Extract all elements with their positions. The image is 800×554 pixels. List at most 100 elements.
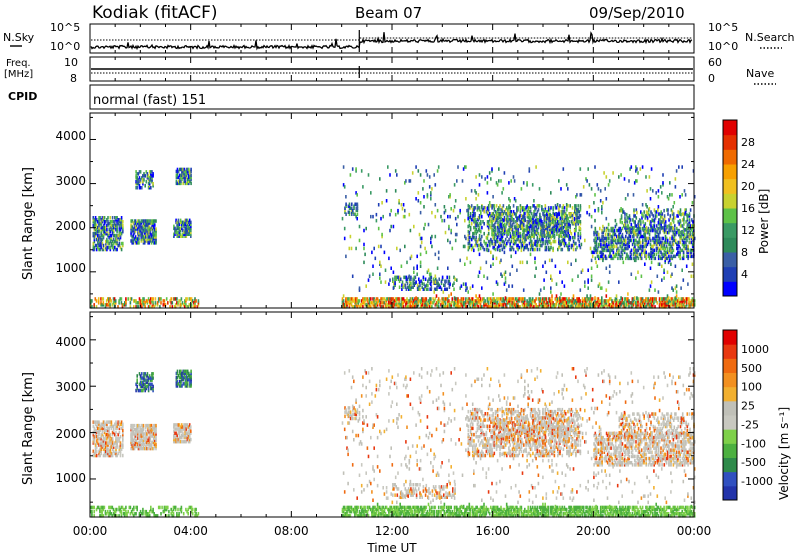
range-cell (544, 206, 547, 210)
range-cell (642, 244, 644, 249)
range-cell (109, 432, 112, 437)
range-cell (641, 203, 644, 207)
range-cell (671, 210, 674, 214)
range-cell (504, 230, 506, 235)
range-cell (122, 220, 124, 224)
range-cell (141, 231, 144, 235)
range-cell (481, 205, 483, 209)
range-cell (559, 243, 561, 248)
range-cell (652, 244, 654, 249)
range-cell (534, 220, 537, 225)
range-cell (638, 230, 640, 235)
range-cell (640, 256, 643, 261)
range-cell (109, 247, 112, 252)
range-cell (543, 228, 545, 233)
range-cell (594, 248, 597, 253)
range-cell (523, 208, 525, 212)
range-cell (584, 299, 586, 303)
range-cell (606, 299, 609, 303)
range-cell (373, 303, 375, 307)
range-cell (602, 258, 604, 263)
range-cell (577, 231, 579, 236)
range-cell (617, 246, 619, 251)
range-cell (582, 305, 585, 309)
range-cell (142, 221, 145, 225)
range-cell (637, 228, 640, 233)
range-cell (608, 297, 611, 301)
range-cell (100, 220, 102, 224)
range-cell (644, 228, 646, 233)
range-cell (185, 218, 188, 223)
range-cell (115, 426, 117, 431)
range-cell (469, 243, 472, 248)
range-cell (110, 225, 113, 230)
range-cell (406, 260, 408, 265)
range-cell (601, 228, 603, 233)
range-cell (602, 224, 604, 229)
range-cell (668, 224, 670, 228)
range-cell (577, 233, 579, 238)
range-cell (139, 221, 141, 225)
range-cell (190, 305, 193, 309)
range-cell (526, 299, 528, 303)
range-cell (665, 301, 668, 305)
range-cell (90, 305, 92, 309)
range-cell (601, 299, 603, 303)
range-cell (654, 288, 656, 292)
range-cell (570, 212, 573, 216)
range-cell (453, 287, 455, 291)
range-cell (652, 254, 654, 259)
range-cell (122, 241, 124, 246)
range-cell (137, 178, 140, 182)
range-cell (153, 305, 155, 309)
freq-unit-label: [MHz] (4, 69, 33, 80)
range-cell (495, 216, 498, 220)
range-cell (639, 246, 642, 251)
range-cell (559, 224, 562, 229)
range-cell (426, 195, 429, 199)
range-cell (367, 299, 370, 303)
range-cell (354, 301, 356, 305)
range-cell (140, 233, 143, 237)
range-cell (487, 231, 490, 236)
range-cell (197, 299, 200, 303)
colorbar-segment (723, 208, 737, 224)
range-cell (120, 247, 123, 252)
range-cell (674, 264, 677, 268)
velocity-panel: 1000 2000 3000 4000 Slant Range [km] 100… (21, 311, 791, 518)
range-cell (143, 297, 145, 301)
range-cell (178, 230, 181, 235)
range-cell (443, 218, 446, 223)
range-cell (469, 301, 472, 305)
range-cell (102, 424, 105, 429)
range-cell (105, 239, 107, 244)
range-cell (501, 228, 504, 233)
range-cell (660, 246, 662, 251)
range-cell (162, 299, 165, 303)
range-cell (439, 285, 442, 289)
range-cell (420, 240, 423, 245)
range-cell (472, 210, 474, 214)
range-cell (146, 172, 149, 176)
range-cell (112, 426, 115, 431)
range-cell (639, 232, 642, 237)
nsky-label: N.Sky (3, 31, 35, 44)
range-cell (637, 222, 639, 227)
range-cell (478, 228, 481, 233)
range-cell (571, 299, 574, 303)
range-cell (585, 303, 587, 307)
range-cell (135, 180, 137, 184)
range-cell (660, 224, 662, 228)
range-cell (579, 193, 582, 197)
range-cell (411, 303, 414, 307)
range-cell (595, 232, 598, 237)
range-cell (521, 208, 524, 212)
range-cell (410, 283, 412, 287)
range-cell (97, 237, 99, 242)
range-cell (183, 230, 185, 235)
range-cell (423, 287, 426, 291)
range-cell (381, 232, 383, 237)
range-cell (646, 228, 649, 233)
range-cell (110, 420, 113, 424)
range-cell (683, 299, 686, 303)
